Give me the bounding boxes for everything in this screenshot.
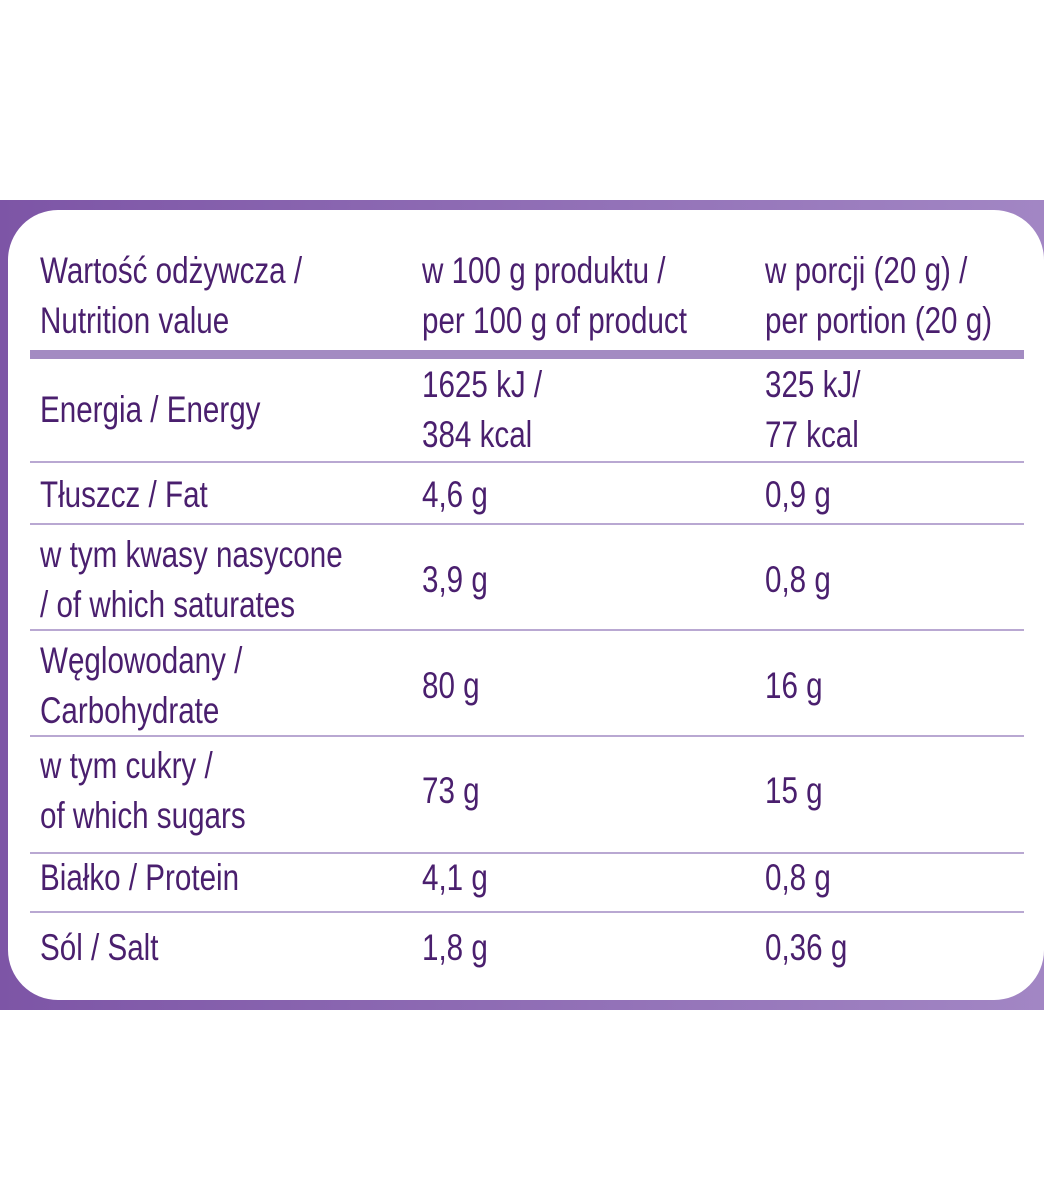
row-separator (30, 461, 1024, 463)
table-cell: / of which saturates (40, 584, 296, 625)
table-cell: 0,9 g (765, 474, 831, 515)
table-cell: Węglowodany / (40, 640, 243, 681)
table-cell: 80 g (422, 665, 480, 706)
table-cell: Tłuszcz / Fat (40, 474, 208, 515)
table-card (8, 210, 1044, 1000)
table-cell: w tym cukry / (40, 745, 213, 786)
header-cell: w 100 g produktu / (422, 250, 666, 291)
table-cell: Energia / Energy (40, 389, 261, 430)
table-cell: 384 kcal (422, 414, 533, 455)
header-cell: w porcji (20 g) / (765, 250, 968, 291)
row-separator (30, 629, 1024, 631)
table-cell: 16 g (765, 665, 823, 706)
header-cell: per portion (20 g) (765, 300, 993, 341)
table-cell: Carbohydrate (40, 690, 220, 731)
table-cell: Białko / Protein (40, 857, 240, 898)
header-cell: per 100 g of product (422, 300, 687, 341)
table-cell: of which sugars (40, 795, 246, 836)
header-cell: Nutrition value (40, 300, 230, 341)
header-separator (30, 350, 1024, 359)
table-cell: 77 kcal (765, 414, 859, 455)
table-cell: 1625 kJ / (422, 364, 543, 405)
table-cell: w tym kwasy nasycone (40, 534, 343, 575)
table-cell: 4,1 g (422, 857, 488, 898)
table-cell: 0,36 g (765, 927, 848, 968)
row-separator (30, 852, 1024, 854)
table-cell: 0,8 g (765, 559, 831, 600)
table-cell: 4,6 g (422, 474, 488, 515)
row-separator (30, 523, 1024, 525)
header-cell: Wartość odżywcza / (40, 250, 303, 291)
table-cell: 0,8 g (765, 857, 831, 898)
table-cell: Sól / Salt (40, 927, 159, 968)
row-separator (30, 911, 1024, 913)
table-cell: 73 g (422, 770, 480, 811)
table-cell: 3,9 g (422, 559, 488, 600)
table-cell: 325 kJ/ (765, 364, 861, 405)
table-cell: 1,8 g (422, 927, 488, 968)
table-cell: 15 g (765, 770, 823, 811)
row-separator (30, 735, 1024, 737)
